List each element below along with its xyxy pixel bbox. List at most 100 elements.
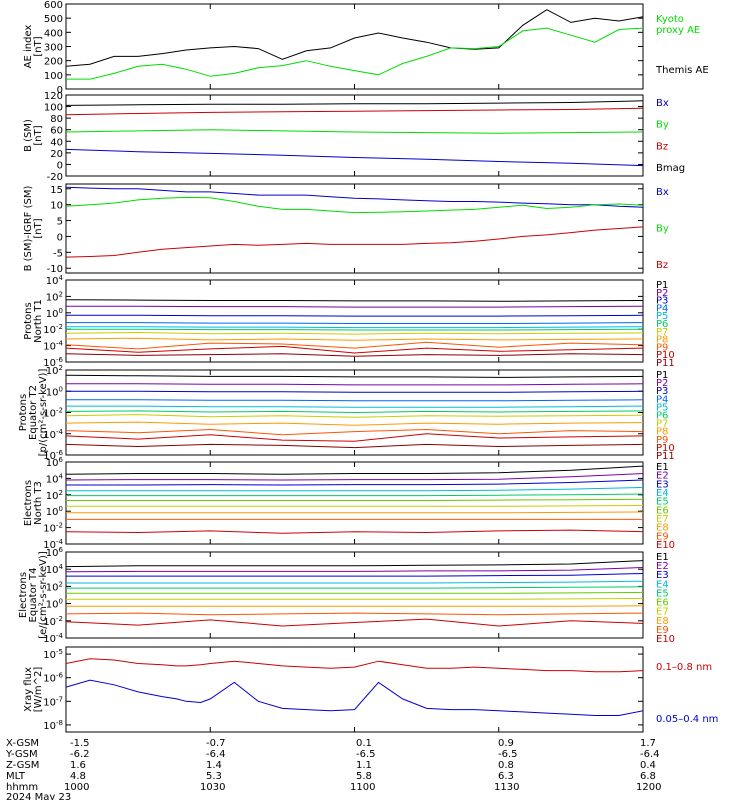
y-tick-label: 10 bbox=[50, 201, 63, 212]
panel-frame bbox=[65, 183, 644, 274]
y-tick-label: 10-8 bbox=[43, 719, 63, 732]
y-tick-label: 10-2 bbox=[43, 323, 63, 336]
y-axis-title: [nT] bbox=[33, 218, 44, 238]
y-tick-label: 400 bbox=[44, 28, 63, 39]
series-line bbox=[66, 597, 644, 600]
series-line bbox=[66, 383, 644, 386]
legend-entry: P2 bbox=[656, 378, 668, 389]
y-axis-title: [nT] bbox=[33, 125, 44, 145]
series-line bbox=[65, 9, 644, 67]
series-line bbox=[66, 580, 644, 584]
series-line bbox=[65, 299, 644, 302]
footer-value: 1.4 bbox=[206, 760, 222, 771]
legend-entry: P7 bbox=[656, 327, 668, 338]
legend-entry: E5 bbox=[656, 497, 669, 508]
footer-value: 0.9 bbox=[498, 738, 514, 749]
footer-value: 1.6 bbox=[70, 760, 86, 771]
series-line bbox=[65, 612, 644, 616]
footer-value: 4.8 bbox=[70, 771, 86, 782]
footer-value: 1130 bbox=[494, 782, 519, 793]
legend-entry: P5 bbox=[656, 311, 668, 322]
legend-entry: P2 bbox=[656, 288, 668, 299]
legend-entry: P3 bbox=[656, 296, 668, 307]
legend-entry: P9 bbox=[656, 435, 668, 446]
y-tick-label: 0 bbox=[57, 160, 63, 171]
panel-frame bbox=[65, 551, 644, 639]
y-tick-label: -10 bbox=[47, 264, 63, 275]
y-axis-title: AE index bbox=[23, 25, 34, 69]
footer-value: 1.7 bbox=[640, 738, 656, 749]
series-line bbox=[66, 573, 644, 577]
series-line bbox=[65, 374, 644, 378]
y-axis-title: Protons bbox=[23, 302, 34, 339]
legend-entry: E2 bbox=[656, 471, 669, 482]
series-line bbox=[65, 148, 644, 167]
legend-entry: By bbox=[656, 224, 669, 235]
series-line bbox=[65, 410, 644, 414]
panel-1: 600 500 400 300 200 100 0 AE index [nT] Kyotoprox… bbox=[23, 0, 709, 96]
y-tick-label: 106 bbox=[46, 456, 64, 469]
y-tick-label: 100 bbox=[46, 307, 63, 320]
footer-label-ygsm: Y-GSM bbox=[5, 749, 38, 760]
legend-entry: E1 bbox=[656, 462, 669, 473]
legend-entry: P1 bbox=[656, 370, 668, 381]
legend-entry: P10 bbox=[656, 350, 675, 361]
series-line bbox=[65, 414, 644, 418]
y-tick-label: 102 bbox=[46, 290, 63, 303]
series-line bbox=[65, 421, 644, 426]
series-line bbox=[65, 226, 644, 258]
legend-entry: P11 bbox=[656, 451, 675, 462]
series-line bbox=[66, 405, 644, 408]
legend-entry: P8 bbox=[656, 427, 668, 438]
legend-entry: E4 bbox=[656, 488, 669, 499]
footer-value: -6.4 bbox=[206, 749, 226, 760]
footer-value: -6.2 bbox=[70, 749, 90, 760]
legend-entry: Bx bbox=[656, 187, 669, 198]
legend-entry: E2 bbox=[656, 561, 669, 572]
footer-value: -6.5 bbox=[356, 749, 376, 760]
footer-value: -0.7 bbox=[206, 738, 226, 749]
series-line bbox=[66, 27, 644, 80]
legend-entry: P9 bbox=[656, 342, 668, 353]
y-tick-label: 120 bbox=[44, 91, 63, 102]
footer-value: 1030 bbox=[200, 782, 225, 793]
legend-entry: P5 bbox=[656, 402, 668, 413]
legend-entry: E3 bbox=[656, 479, 669, 490]
y-axis-title: B (SM) bbox=[23, 119, 34, 152]
series-line bbox=[65, 529, 644, 534]
y-tick-label: 20 bbox=[50, 149, 63, 160]
y-tick-label: 100 bbox=[46, 505, 63, 518]
y-axis-title: [e/(cm²-s-sr-keV)] bbox=[38, 551, 49, 639]
legend-entry: 0.1–0.8 nm bbox=[656, 662, 712, 673]
y-tick-label: 10-2 bbox=[43, 522, 63, 535]
series-line bbox=[66, 505, 644, 507]
y-tick-label: 600 bbox=[44, 0, 63, 11]
legend-entry: E3 bbox=[656, 570, 669, 581]
legend-entry: P6 bbox=[656, 319, 668, 330]
y-tick-label: 10-4 bbox=[43, 340, 63, 353]
y-axis-title: Electrons bbox=[18, 572, 29, 618]
y-tick-label: -5 bbox=[53, 248, 63, 259]
panel-frame bbox=[65, 94, 644, 177]
series-line bbox=[66, 314, 644, 317]
legend-entry: proxy AE bbox=[656, 25, 700, 36]
series-line bbox=[65, 465, 644, 475]
y-axis-title: North T1 bbox=[33, 299, 44, 343]
legend-entry: 0.05–0.4 nm bbox=[656, 714, 718, 725]
series-line bbox=[66, 305, 644, 308]
y-tick-label: 0 bbox=[57, 232, 63, 243]
y-axis-title: North T3 bbox=[33, 481, 44, 525]
series-line bbox=[65, 341, 644, 350]
series-line bbox=[65, 658, 644, 673]
series-line bbox=[66, 326, 644, 329]
y-axis-title: [p/(cm²-s-sr-keV)] bbox=[38, 369, 49, 457]
legend-entry: P7 bbox=[656, 419, 668, 430]
legend-entry: Themis AE bbox=[655, 65, 709, 76]
series-line bbox=[65, 331, 644, 335]
y-tick-label: -20 bbox=[47, 172, 63, 183]
legend-entry: E4 bbox=[656, 579, 669, 590]
series-line bbox=[65, 345, 644, 354]
legend-entry: E5 bbox=[656, 588, 669, 599]
